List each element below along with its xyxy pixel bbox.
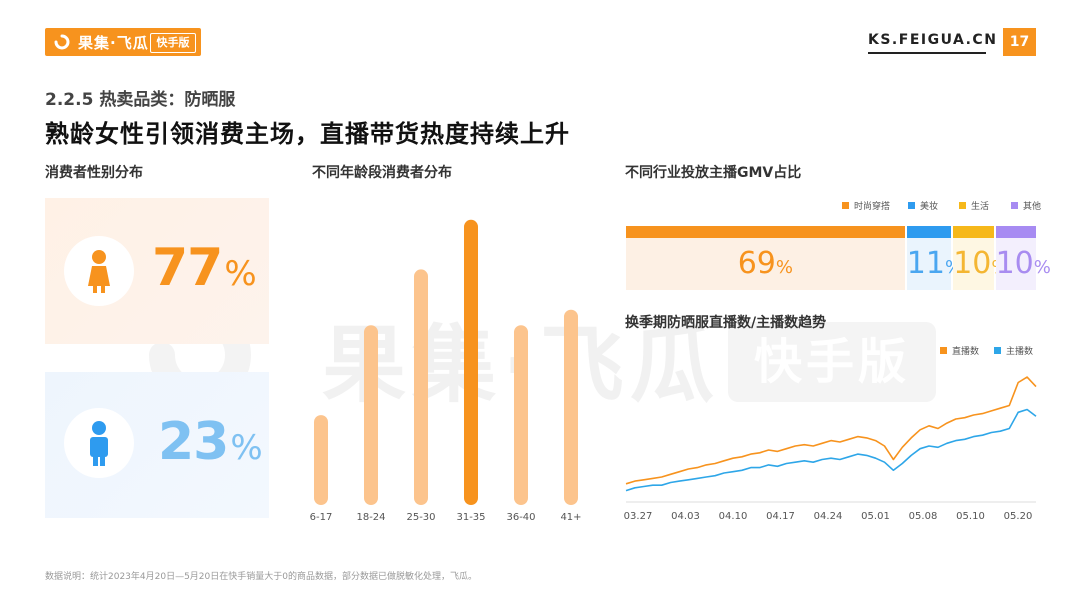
gmv-value: 10 <box>953 246 992 281</box>
gmv-legend-item: 生活 <box>959 199 989 212</box>
legend-label: 生活 <box>971 202 990 212</box>
gmv-unit: % <box>775 257 794 278</box>
female-avatar <box>64 236 134 306</box>
legend-label: 直播数 <box>952 347 980 357</box>
trend-chart-title: 换季期防晒服直播数/主播数趋势 <box>625 315 827 331</box>
age-tick-label: 6-17 <box>310 512 333 523</box>
legend-swatch <box>994 347 1001 354</box>
age-bar-25-30 <box>414 269 428 505</box>
gmv-legend-item: 其他 <box>1011 199 1041 212</box>
watermark-badge-text: 快手版 <box>753 334 910 390</box>
site-url[interactable]: KS.FEIGUA.CN <box>868 32 998 48</box>
x-tick-label: 04.24 <box>814 511 843 522</box>
gmv-segment-label: 10% <box>995 238 1051 290</box>
female-icon <box>88 250 110 293</box>
trend-legend-item: 主播数 <box>994 344 1033 357</box>
age-chart-title: 不同年龄段消费者分布 <box>312 165 452 181</box>
x-tick-label: 05.01 <box>861 511 890 522</box>
gmv-segment-0 <box>626 226 905 238</box>
trend-chart: 03.27 04.03 04.10 04.17 04.24 05.01 05.08 05.10… <box>624 376 1037 522</box>
footnote: 数据说明：统计2023年4月20日—5月20日在快手销量大于0的商品数据，部分数… <box>45 572 477 582</box>
legend-swatch <box>908 202 915 209</box>
section-label: 2.2.5 热卖品类：防晒服 <box>45 90 236 110</box>
male-icon <box>90 421 108 466</box>
gmv-legend-item: 美妆 <box>908 199 938 212</box>
female-percentage: 77% <box>152 238 257 298</box>
page-number: 17 <box>1003 28 1036 56</box>
legend-swatch <box>842 202 849 209</box>
gmv-value: 10 <box>995 246 1034 281</box>
x-tick-label: 05.08 <box>909 511 938 522</box>
age-distribution-chart: 6-17 18-24 25-30 31-35 36-40 41+ <box>310 219 582 523</box>
age-tick-label: 25-30 <box>406 512 435 523</box>
gmv-segment-label: 11% <box>906 238 962 290</box>
brand-badge: 快手版 <box>150 33 196 53</box>
male-percentage: 23% <box>158 412 263 472</box>
age-bar-41+ <box>564 309 578 505</box>
legend-label: 其他 <box>1023 202 1042 212</box>
male-value: 23 <box>158 412 229 472</box>
gmv-segment-1 <box>906 226 952 238</box>
brand-ring-icon <box>54 34 70 50</box>
male-avatar <box>64 408 134 478</box>
series-line-1 <box>625 408 1037 492</box>
female-value: 77 <box>152 238 223 298</box>
gmv-segment-2 <box>953 226 994 238</box>
age-bar-36-40 <box>514 325 528 505</box>
gmv-segment-3 <box>995 226 1036 238</box>
gmv-segment-label: 10% <box>953 238 1008 290</box>
gmv-segment-label: 69% <box>626 238 905 290</box>
age-bar-31-35 <box>464 219 478 506</box>
female-unit: % <box>224 254 256 294</box>
brand-name: 果集·飞瓜 <box>78 34 149 52</box>
series-line-0 <box>625 376 1037 485</box>
legend-swatch <box>959 202 966 209</box>
gmv-chart-title: 不同行业投放主播GMV占比 <box>625 165 802 181</box>
age-bar-6-17 <box>314 415 328 505</box>
gmv-unit: % <box>1033 257 1051 278</box>
x-tick-label: 04.17 <box>766 511 795 522</box>
legend-swatch <box>1011 202 1018 209</box>
age-tick-label: 31-35 <box>456 512 485 523</box>
trend-legend-item: 直播数 <box>940 344 979 357</box>
gmv-value: 11 <box>906 246 945 281</box>
age-tick-label: 41+ <box>560 512 581 523</box>
gmv-value: 69 <box>737 246 776 281</box>
age-tick-label: 18-24 <box>356 512 385 523</box>
legend-label: 美妆 <box>920 202 939 212</box>
gender-title: 消费者性别分布 <box>45 165 143 181</box>
watermark-badge: 快手版 <box>728 322 936 402</box>
brand-logo <box>45 28 201 56</box>
x-tick-label: 03.27 <box>624 511 653 522</box>
page-title: 熟龄女性引领消费主场，直播带货热度持续上升 <box>45 120 570 148</box>
x-tick-label: 05.20 <box>1004 511 1033 522</box>
age-tick-label: 36-40 <box>506 512 535 523</box>
site-underline <box>868 52 986 54</box>
x-tick-label: 04.10 <box>719 511 748 522</box>
male-unit: % <box>230 428 262 468</box>
legend-label: 主播数 <box>1006 347 1034 357</box>
age-bar-18-24 <box>364 325 378 505</box>
legend-label: 时尚穿搭 <box>854 202 891 212</box>
gmv-legend-item: 时尚穿搭 <box>842 199 890 212</box>
x-tick-label: 05.10 <box>956 511 985 522</box>
x-tick-label: 04.03 <box>671 511 700 522</box>
legend-swatch <box>940 347 947 354</box>
